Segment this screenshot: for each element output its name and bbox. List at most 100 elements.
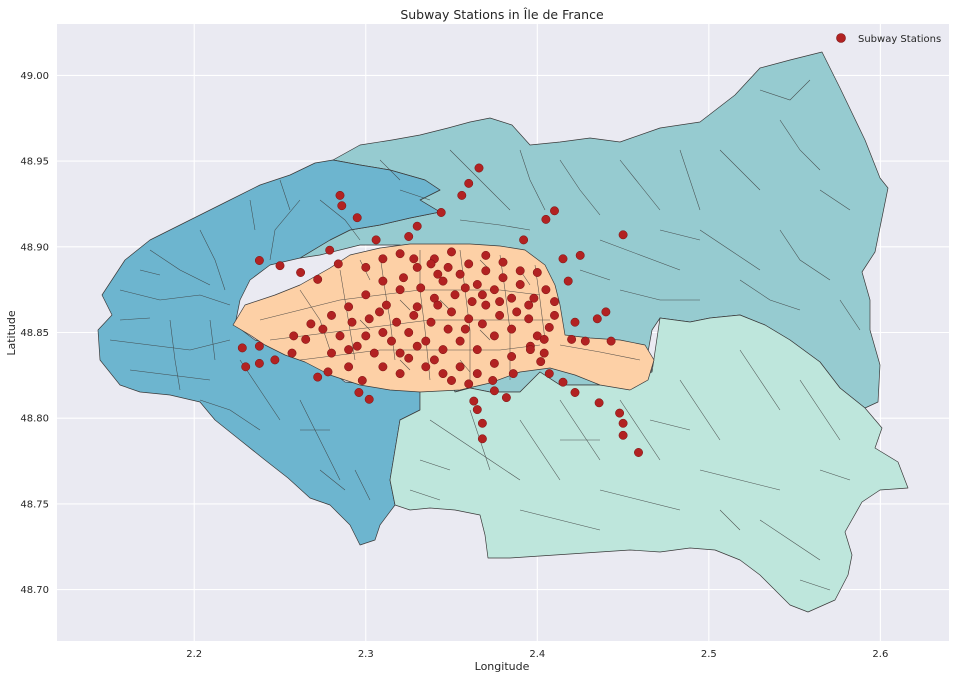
station-point	[467, 297, 477, 307]
station-point	[455, 269, 465, 279]
station-point	[421, 362, 431, 372]
x-tick-label: 2.2	[186, 649, 202, 660]
station-point	[550, 206, 559, 216]
station-point	[237, 343, 247, 353]
station-point	[381, 300, 391, 310]
station-point	[323, 367, 333, 377]
station-point	[289, 331, 299, 341]
station-point	[460, 283, 470, 293]
station-point	[364, 394, 374, 404]
station-point	[447, 376, 456, 385]
station-point	[438, 345, 448, 355]
station-point	[412, 341, 422, 351]
station-point	[536, 357, 546, 367]
station-point	[489, 386, 499, 396]
station-point	[618, 418, 628, 428]
station-point	[404, 232, 414, 241]
station-point	[270, 355, 280, 365]
station-point	[254, 341, 264, 351]
station-point	[254, 358, 264, 368]
station-point	[421, 336, 431, 346]
station-point	[433, 269, 443, 279]
station-point	[325, 245, 335, 255]
station-point	[606, 336, 616, 346]
station-point	[455, 362, 465, 372]
station-point	[438, 276, 448, 286]
station-point	[395, 369, 405, 379]
station-point	[558, 254, 568, 264]
station-point	[507, 324, 517, 334]
region-hauts-de-seine	[97, 159, 441, 546]
station-point	[524, 300, 534, 310]
y-tick-label: 49.00	[20, 71, 49, 82]
station-point	[443, 262, 453, 272]
station-point	[472, 280, 482, 289]
station-point	[550, 310, 559, 320]
x-tick-label: 2.4	[529, 649, 545, 660]
station-point	[387, 336, 396, 346]
station-point	[335, 190, 345, 200]
station-point	[481, 266, 491, 276]
station-point	[464, 259, 474, 269]
station-point	[498, 273, 508, 283]
station-point	[364, 314, 374, 324]
station-point	[498, 257, 508, 267]
station-point	[426, 317, 436, 327]
station-point	[477, 418, 487, 428]
station-point	[447, 247, 456, 257]
station-point	[337, 201, 347, 211]
station-point	[375, 307, 384, 317]
x-tick-label: 2.3	[358, 649, 374, 660]
station-point	[525, 345, 535, 355]
station-point	[455, 336, 465, 346]
station-point	[378, 328, 388, 337]
borders-north	[379, 79, 861, 331]
station-point	[443, 324, 453, 334]
station-point	[354, 388, 364, 397]
borders-south	[409, 349, 851, 591]
legend-label: Subway Stations	[858, 34, 941, 45]
y-tick-label: 48.75	[20, 499, 49, 510]
station-point	[333, 259, 343, 269]
station-point	[618, 430, 628, 440]
station-point	[541, 214, 551, 224]
y-tick-label: 48.95	[20, 157, 49, 168]
station-point	[472, 369, 482, 379]
station-point	[335, 331, 345, 341]
station-point	[392, 317, 402, 327]
station-point	[404, 353, 414, 363]
station-point	[580, 336, 590, 346]
station-point	[524, 314, 534, 324]
station-point	[515, 266, 525, 276]
station-point	[429, 355, 439, 365]
station-point	[369, 348, 379, 358]
station-point	[344, 362, 354, 372]
station-point	[241, 362, 251, 372]
station-point	[532, 268, 542, 277]
station-point	[481, 300, 491, 310]
station-point	[489, 285, 499, 295]
station-point	[357, 376, 367, 385]
station-point	[287, 348, 297, 358]
station-point	[347, 317, 357, 327]
station-point	[488, 376, 498, 385]
station-point	[361, 290, 371, 300]
station-point	[433, 300, 443, 310]
station-point	[563, 276, 573, 286]
station-point	[378, 276, 388, 286]
legend-marker	[836, 33, 846, 43]
station-point	[447, 307, 456, 317]
station-point	[450, 290, 460, 300]
station-point	[409, 254, 419, 264]
station-point	[399, 273, 408, 283]
station-point	[464, 178, 474, 188]
station-point	[501, 393, 511, 403]
station-point	[507, 293, 517, 303]
station-point	[601, 307, 611, 317]
station-point	[481, 250, 491, 260]
station-point	[489, 358, 499, 368]
station-point	[426, 259, 436, 269]
station-point	[489, 331, 499, 341]
station-point	[472, 405, 482, 415]
